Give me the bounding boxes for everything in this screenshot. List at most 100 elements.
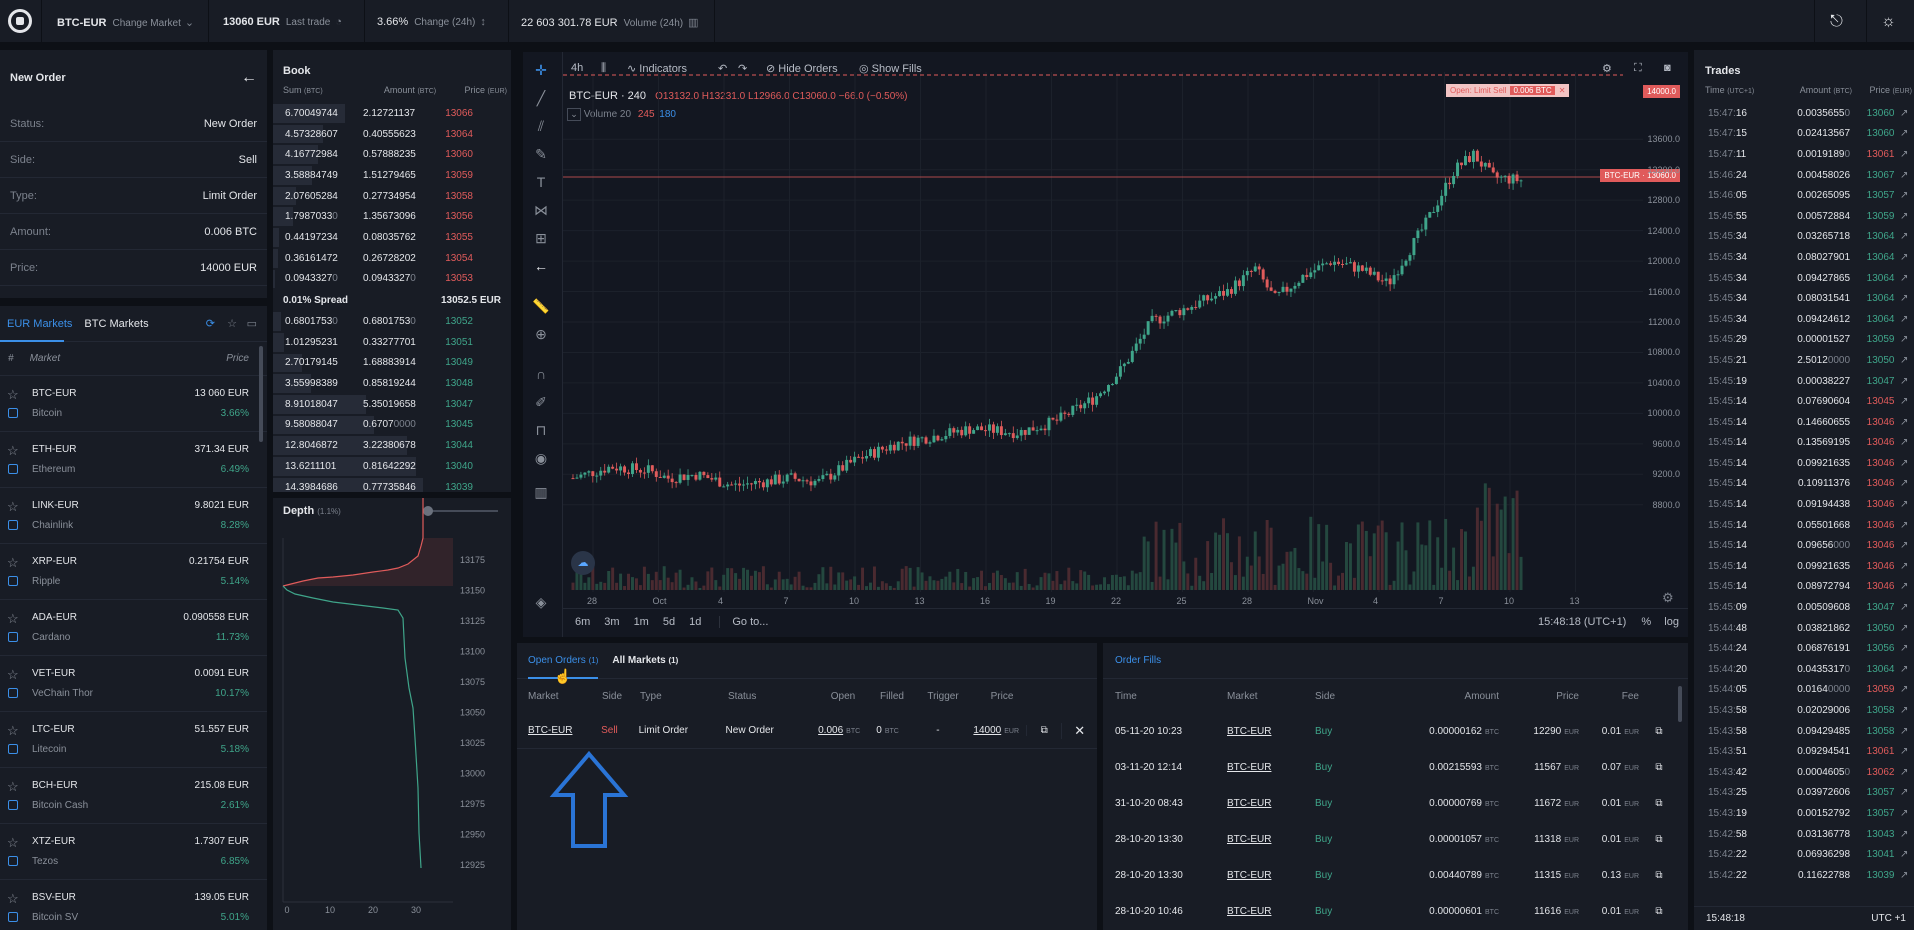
ask-row[interactable]: 1.79870330 1.35673096 13056 (273, 206, 511, 227)
indicators-button[interactable]: ∿ Indicators (627, 63, 687, 75)
ask-row[interactable]: 2.07605284 0.27734954 13058 (273, 186, 511, 207)
tab-all-markets[interactable]: All Markets (1) (612, 655, 679, 666)
market-row[interactable]: ☆ BTC-EUR Bitcoin 13 060 EUR 3.66% (0, 376, 267, 432)
market-row[interactable]: ☆ VET-EUR VeChain Thor 0.0091 EUR 10.17% (0, 656, 267, 712)
back-arrow-icon[interactable]: ← (241, 69, 257, 86)
external-link-icon[interactable]: ↗ (1900, 622, 1909, 634)
ask-row[interactable]: 3.58884749 1.51279465 13059 (273, 165, 511, 186)
market-row[interactable]: ☆ ETH-EUR Ethereum 371.34 EUR 6.49% (0, 432, 267, 488)
external-link-icon[interactable]: ↗ (1900, 313, 1909, 325)
tradingview-logo-icon[interactable]: ☁ (571, 551, 595, 575)
ask-row[interactable]: 4.16772984 0.57888235 13060 (273, 144, 511, 165)
pattern-icon[interactable]: ⋈ (534, 202, 548, 218)
text-icon[interactable]: T (536, 174, 546, 190)
open-external-icon[interactable]: ⧉ (1025, 725, 1062, 736)
external-link-icon[interactable]: ↗ (1900, 725, 1909, 737)
hide-orders-button[interactable]: ⊘ Hide Orders (766, 63, 838, 75)
external-link-icon[interactable]: ↗ (1900, 766, 1909, 778)
open-order-row[interactable]: BTC-EUR Sell Limit Order New Order 0.006 BTC 0… (517, 713, 1097, 749)
tab-eur-markets[interactable]: EUR Markets (7, 317, 73, 330)
magnet-icon[interactable]: ∩ (535, 366, 547, 382)
open-external-icon[interactable]: ⧉ (1655, 725, 1663, 737)
fullscreen-icon[interactable]: ⛶ (1634, 62, 1642, 74)
range-6m[interactable]: 6m (575, 616, 591, 628)
log-toggle[interactable]: log (1664, 616, 1679, 628)
external-link-icon[interactable]: ↗ (1900, 354, 1909, 366)
zoom-icon[interactable]: ⊕ (535, 326, 547, 342)
star-icon[interactable]: ☆ (7, 779, 19, 794)
interval-selector[interactable]: 4h (571, 62, 584, 74)
fill-market-link[interactable]: BTC-EUR (1227, 761, 1272, 773)
prediction-icon[interactable]: ⊞ (535, 230, 547, 246)
external-link-icon[interactable]: ↗ (1900, 705, 1909, 717)
fib-icon[interactable]: ⫽ (537, 118, 545, 134)
ask-row[interactable]: 4.57328607 0.40555623 13064 (273, 124, 511, 145)
logo-icon[interactable] (8, 9, 32, 33)
candles-icon[interactable]: ⫼ (601, 62, 607, 74)
crosshair-icon[interactable]: ✛ (535, 62, 547, 78)
external-link-icon[interactable]: ↗ (1900, 375, 1909, 387)
external-link-icon[interactable]: ↗ (1900, 396, 1909, 408)
col-price[interactable]: Price (226, 353, 249, 364)
external-link-icon[interactable]: ↗ (1900, 499, 1909, 511)
fill-market-link[interactable]: BTC-EUR (1227, 869, 1272, 881)
external-link-icon[interactable]: ↗ (1900, 828, 1909, 840)
external-link-icon[interactable]: ↗ (1900, 663, 1909, 675)
ask-row[interactable]: 0.44197234 0.08035762 13055 (273, 227, 511, 248)
external-link-icon[interactable]: ↗ (1900, 272, 1909, 284)
external-link-icon[interactable]: ↗ (1900, 293, 1909, 305)
cancel-order-icon[interactable]: ✕ (1061, 722, 1097, 739)
ask-row[interactable]: 0.36161472 0.26728202 13054 (273, 248, 511, 269)
change-market-link[interactable]: Change Market (112, 18, 181, 29)
bid-row[interactable]: 9.58088047 0.67070000 13045 (273, 415, 511, 436)
external-link-icon[interactable]: ↗ (1900, 437, 1909, 449)
eye-icon[interactable]: ◉ (534, 450, 548, 466)
star-icon[interactable]: ☆ (7, 555, 19, 570)
brush-icon[interactable]: ✎ (535, 146, 547, 162)
star-icon[interactable]: ☆ (7, 499, 19, 514)
tab-open-orders[interactable]: Open Orders (1) (528, 655, 599, 666)
open-external-icon[interactable]: ⧉ (1655, 797, 1663, 809)
open-order-tag[interactable]: Open: Limit Sell 0.006 BTC ✕ (1446, 84, 1570, 97)
order-market-link[interactable]: BTC-EUR (528, 725, 573, 736)
market-row[interactable]: ☆ XTZ-EUR Tezos 1.7307 EUR 6.85% (0, 824, 267, 880)
lock-draw-icon[interactable]: ✐ (535, 394, 547, 410)
external-link-icon[interactable]: ↗ (1900, 107, 1909, 119)
market-row[interactable]: ☆ XRP-EUR Ripple 0.21754 EUR 5.14% (0, 544, 267, 600)
star-icon[interactable]: ☆ (7, 723, 19, 738)
external-link-icon[interactable]: ↗ (1900, 807, 1909, 819)
fill-market-link[interactable]: BTC-EUR (1227, 725, 1272, 737)
bid-row[interactable]: 3.55998389 0.85819244 13048 (273, 373, 511, 394)
fill-market-link[interactable]: BTC-EUR (1227, 797, 1272, 809)
star-icon[interactable]: ☆ (7, 891, 19, 906)
external-link-icon[interactable]: ↗ (1900, 190, 1909, 202)
scrollbar[interactable] (259, 346, 263, 442)
back-arrow-icon[interactable]: ← (534, 258, 548, 274)
candlestick-chart[interactable] (523, 52, 1688, 637)
external-link-icon[interactable]: ↗ (1900, 210, 1909, 222)
layers-icon[interactable]: ◈ (535, 594, 547, 610)
open-external-icon[interactable]: ⧉ (1655, 761, 1663, 773)
col-market[interactable]: Market (29, 353, 61, 364)
range-3m[interactable]: 3m (604, 616, 620, 628)
external-link-icon[interactable]: ↗ (1900, 519, 1909, 531)
external-link-icon[interactable]: ↗ (1900, 581, 1909, 593)
bid-row[interactable]: 13.6211101 0.81642292 13040 (273, 456, 511, 477)
ruler-icon[interactable]: 📏 (532, 298, 550, 314)
market-selector[interactable]: BTC-EUR Change Market ⌄ (57, 16, 194, 29)
logout-icon[interactable]: ⎋ (1814, 0, 1858, 42)
market-row[interactable]: ☆ BSV-EUR Bitcoin SV 139.05 EUR 5.01% (0, 880, 267, 930)
external-link-icon[interactable]: ↗ (1900, 148, 1909, 160)
open-external-icon[interactable]: ⧉ (1655, 833, 1663, 845)
fill-market-link[interactable]: BTC-EUR (1227, 833, 1272, 845)
external-link-icon[interactable]: ↗ (1900, 231, 1909, 243)
star-icon[interactable]: ☆ (227, 318, 237, 330)
percent-toggle[interactable]: % (1641, 616, 1652, 628)
lock-icon[interactable]: ⊓ (535, 422, 547, 438)
external-link-icon[interactable]: ↗ (1900, 602, 1909, 614)
depth-slider[interactable] (428, 510, 498, 512)
external-link-icon[interactable]: ↗ (1900, 643, 1909, 655)
star-icon[interactable]: ☆ (7, 667, 19, 682)
external-link-icon[interactable]: ↗ (1900, 416, 1909, 428)
undo-icon[interactable]: ↶ (718, 63, 728, 75)
